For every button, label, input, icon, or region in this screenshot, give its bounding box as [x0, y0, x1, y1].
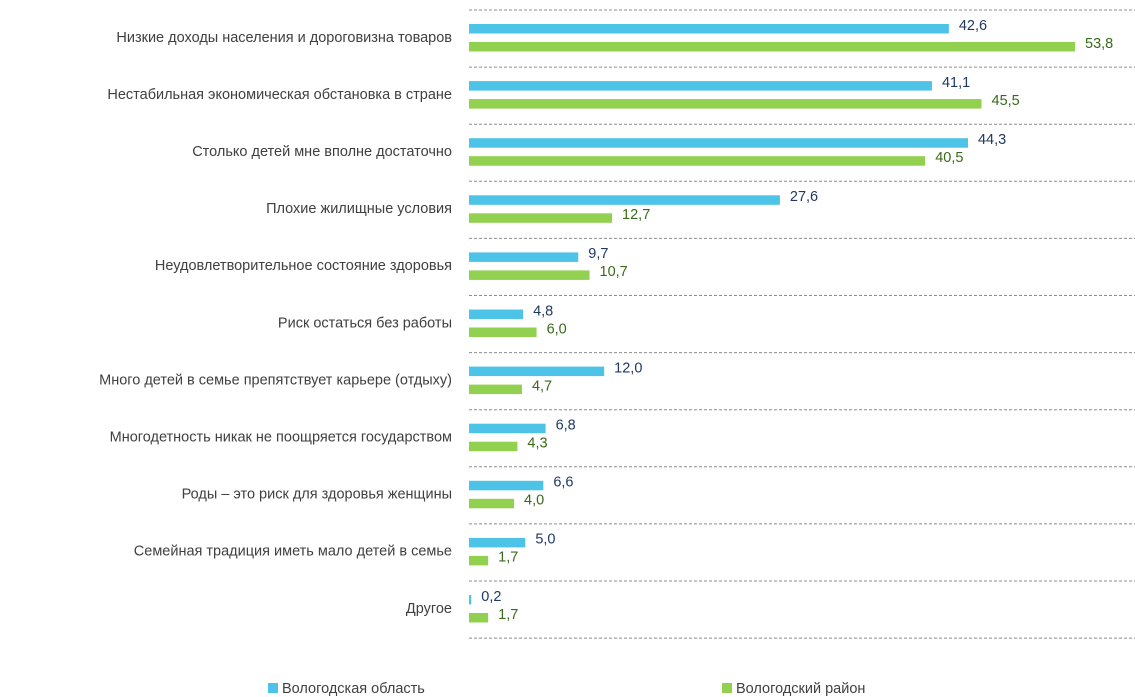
bar: [469, 613, 489, 623]
value-label: 4,7: [532, 378, 552, 394]
bar: [469, 252, 579, 262]
legend-label: Вологодская область: [282, 681, 425, 697]
bar: [469, 156, 926, 166]
value-label: 6,6: [553, 475, 573, 491]
bar: [469, 195, 780, 205]
category-label: Низкие доходы населения и дороговизна то…: [116, 30, 452, 46]
value-label: 4,3: [527, 436, 547, 452]
bar: [469, 270, 590, 280]
category-label: Плохие жилищные условия: [266, 201, 452, 217]
bar: [469, 480, 544, 491]
value-label: 4,8: [533, 303, 553, 319]
bar: [469, 423, 546, 434]
legend-label: Вологодский район: [736, 681, 865, 697]
bar: [469, 81, 932, 91]
category-label: Много детей в семье препятствует карьере…: [99, 372, 452, 388]
category-label: Неудовлетворительное состояние здоровья: [155, 258, 452, 274]
bar: [469, 498, 515, 509]
value-label: 12,7: [622, 207, 650, 223]
category-label: Нестабильная экономическая обстановка в …: [107, 87, 452, 103]
value-label: 45,5: [992, 93, 1020, 109]
value-label: 6,0: [547, 321, 567, 337]
bar: [469, 327, 537, 337]
value-label: 42,6: [959, 18, 987, 34]
value-label: 0,2: [481, 589, 501, 605]
value-label: 5,0: [535, 532, 555, 548]
bar: [469, 441, 518, 452]
value-label: 6,8: [556, 418, 576, 434]
value-label: 1,7: [498, 607, 518, 623]
category-label: Роды – это риск для здоровья женщины: [182, 487, 452, 503]
category-label: Многодетность никак не поощряется госуда…: [110, 430, 452, 446]
value-label: 44,3: [978, 132, 1006, 148]
bar: [469, 99, 982, 109]
bar: [469, 213, 613, 223]
value-label: 53,8: [1085, 36, 1113, 52]
bar: [469, 595, 472, 605]
value-label: 40,5: [935, 150, 963, 166]
category-label: Столько детей мне вполне достаточно: [192, 144, 452, 160]
value-label: 10,7: [600, 264, 628, 280]
bar: [469, 138, 968, 148]
bar: [469, 366, 605, 377]
value-label: 12,0: [614, 360, 642, 376]
bar: [469, 555, 489, 566]
bar: [469, 384, 522, 395]
value-label: 41,1: [942, 75, 970, 91]
category-label: Семейная традиция иметь мало детей в сем…: [134, 544, 452, 560]
value-label: 4,0: [524, 493, 544, 509]
bar: [469, 537, 526, 548]
value-label: 1,7: [498, 550, 518, 566]
value-label: 9,7: [588, 246, 608, 262]
category-label: Другое: [406, 601, 452, 617]
value-label: 27,6: [790, 189, 818, 205]
bar: [469, 24, 949, 34]
bar: [469, 42, 1075, 52]
category-label: Риск остаться без работы: [278, 315, 452, 331]
legend-swatch: [722, 683, 732, 693]
bar: [469, 309, 524, 319]
legend-swatch: [268, 683, 278, 693]
